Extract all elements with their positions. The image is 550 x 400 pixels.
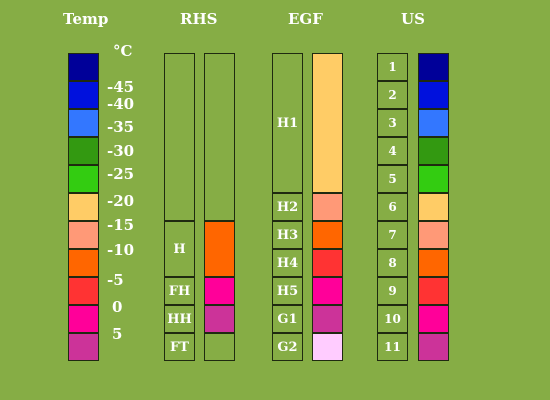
- us-cell: 8: [377, 249, 408, 277]
- egf-cell-label: H4: [276, 255, 299, 271]
- us-cell-label: 1: [388, 60, 397, 74]
- rhs-cell: HH: [164, 305, 195, 333]
- us-cell: 7: [377, 221, 408, 249]
- egf-swatch: [312, 333, 343, 361]
- egf-swatch: [312, 193, 343, 221]
- us-cell-label: 5: [388, 172, 397, 186]
- temp-swatch: [68, 333, 99, 361]
- temp-unit: °C: [113, 42, 133, 60]
- rhs-cell: [164, 53, 195, 221]
- us-cell: 9: [377, 277, 408, 305]
- us-swatch: [418, 137, 449, 165]
- us-cell-label: 7: [388, 228, 397, 242]
- temp-tick-label: -35: [107, 118, 135, 136]
- egf-swatch: [312, 249, 343, 277]
- egf-cell-label: H2: [276, 199, 299, 215]
- rhs-swatch: [204, 53, 235, 221]
- rhs-swatch: [204, 305, 235, 333]
- temp-tick-label: 0: [112, 298, 123, 316]
- temp-tick-label: -25: [107, 165, 135, 183]
- rhs-cell: FT: [164, 333, 195, 361]
- temp-swatch: [68, 165, 99, 193]
- egf-swatch: [312, 221, 343, 249]
- rhs-cell-label: FT: [170, 339, 189, 355]
- egf-swatch: [312, 305, 343, 333]
- egf-swatch: [312, 277, 343, 305]
- egf-cell-label: H3: [276, 227, 299, 243]
- temp-swatch: [68, 109, 99, 137]
- temp-tick-label: -5: [107, 271, 124, 289]
- temp-swatch: [68, 221, 99, 249]
- temp-swatch: [68, 53, 99, 81]
- temp-swatch: [68, 249, 99, 277]
- us-cell: 5: [377, 165, 408, 193]
- egf-cell-label: H5: [276, 283, 299, 299]
- rhs-header: RHS: [180, 10, 218, 28]
- us-swatch: [418, 53, 449, 81]
- rhs-cell: FH: [164, 277, 195, 305]
- temp-swatch: [68, 193, 99, 221]
- rhs-cell-label: FH: [168, 283, 191, 299]
- us-cell: 3: [377, 109, 408, 137]
- us-cell-label: 9: [388, 284, 397, 298]
- us-cell-label: 8: [388, 256, 397, 270]
- egf-cell-label: H1: [276, 115, 299, 131]
- temp-swatch: [68, 305, 99, 333]
- egf-cell-label: G2: [277, 339, 298, 355]
- us-cell-label: 3: [388, 116, 397, 130]
- temp-tick-label: 5: [112, 325, 123, 343]
- temp-tick-label: -20: [107, 192, 135, 210]
- egf-cell: G2: [272, 333, 303, 361]
- us-swatch: [418, 109, 449, 137]
- rhs-cell: H: [164, 221, 195, 277]
- temp-tick-label: -30: [107, 142, 135, 160]
- us-cell: 4: [377, 137, 408, 165]
- rhs-cell-label: H: [173, 241, 186, 257]
- us-cell-label: 6: [388, 200, 397, 214]
- egf-cell: H4: [272, 249, 303, 277]
- us-swatch: [418, 81, 449, 109]
- rhs-cell-label: HH: [167, 311, 192, 327]
- rhs-swatch: [204, 277, 235, 305]
- temp-swatch: [68, 137, 99, 165]
- us-cell: 1: [377, 53, 408, 81]
- egf-swatch: [312, 53, 343, 193]
- us-cell: 10: [377, 305, 408, 333]
- rhs-swatch: [204, 221, 235, 277]
- us-swatch: [418, 305, 449, 333]
- temp-tick-label: -10: [107, 241, 135, 259]
- us-swatch: [418, 249, 449, 277]
- egf-cell-label: G1: [277, 311, 298, 327]
- us-cell-label: 10: [384, 312, 401, 326]
- us-swatch: [418, 165, 449, 193]
- temp-swatch: [68, 81, 99, 109]
- us-cell: 6: [377, 193, 408, 221]
- rhs-swatch: [204, 333, 235, 361]
- egf-cell: G1: [272, 305, 303, 333]
- us-header: US: [401, 10, 425, 28]
- temp-tick-label: -40: [107, 95, 135, 113]
- egf-cell: H2: [272, 193, 303, 221]
- us-cell-label: 11: [384, 340, 401, 354]
- us-swatch: [418, 193, 449, 221]
- temp-tick-label: -45: [107, 78, 135, 96]
- egf-cell: H5: [272, 277, 303, 305]
- egf-cell: H3: [272, 221, 303, 249]
- egf-header: EGF: [288, 10, 323, 28]
- us-swatch: [418, 277, 449, 305]
- us-swatch: [418, 333, 449, 361]
- us-swatch: [418, 221, 449, 249]
- temp-header: Temp: [63, 10, 109, 28]
- temp-tick-label: -15: [107, 216, 135, 234]
- us-cell-label: 4: [388, 144, 397, 158]
- us-cell: 11: [377, 333, 408, 361]
- temp-swatch: [68, 277, 99, 305]
- us-cell-label: 2: [388, 88, 397, 102]
- egf-cell: H1: [272, 53, 303, 193]
- us-cell: 2: [377, 81, 408, 109]
